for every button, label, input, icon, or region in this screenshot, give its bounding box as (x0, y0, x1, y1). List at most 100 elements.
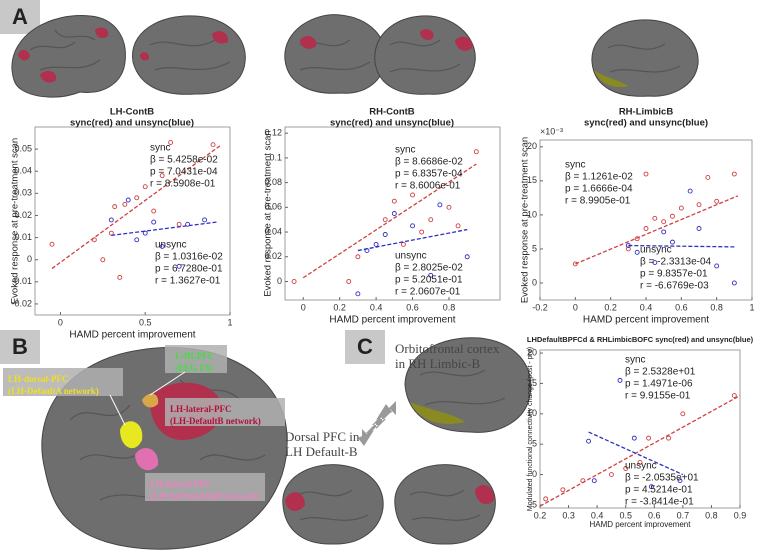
point (652, 215, 658, 221)
x-axis-label: HAMD percent improvement (329, 315, 455, 326)
chart-title: RH-ContB (369, 107, 415, 118)
point (446, 204, 452, 210)
point (634, 236, 640, 242)
point (714, 263, 720, 269)
point (112, 204, 118, 210)
point (625, 246, 631, 252)
point (670, 213, 675, 219)
annotation: sync (150, 143, 171, 154)
x-tick-label: 0.2 (333, 302, 346, 312)
point (108, 217, 114, 223)
panel-label: C (357, 334, 373, 359)
x-tick-label: 0.4 (591, 510, 604, 520)
panel-label: B (12, 334, 28, 359)
point (608, 472, 614, 478)
y-tick-label: 0.05 (14, 143, 32, 153)
point (176, 263, 182, 269)
point (142, 184, 148, 190)
chart-title: RH-LimbicB (619, 107, 674, 118)
point (400, 241, 406, 247)
chart-subtitle: sync(red) and unsync(blue) (584, 118, 708, 129)
point (666, 435, 672, 441)
point (202, 217, 208, 223)
chart-title: LH-ContB (110, 107, 154, 118)
point (455, 223, 461, 229)
x-tick-label: 0.9 (734, 510, 747, 520)
brain-image (374, 15, 476, 95)
y-tick-label: -0.02 (11, 298, 32, 308)
annotation: r = 8.9905e-01 (565, 196, 631, 207)
point (696, 226, 702, 231)
x-tick-label: -0.2 (532, 302, 548, 312)
point (185, 221, 191, 227)
x-tick-label: 0.6 (406, 302, 419, 312)
brain-image (591, 19, 699, 97)
annotation: r = -6.6769e-03 (640, 281, 709, 292)
y-tick-label: 5 (532, 243, 537, 253)
label-box (3, 368, 123, 396)
label-box (165, 398, 285, 426)
brain-image (404, 337, 532, 433)
point (382, 232, 388, 237)
fit-line (51, 144, 222, 270)
annotation: r = 8.5908e-01 (150, 179, 216, 190)
brain-label: Orbitofrontal cortex in RH Limbic-B (395, 341, 500, 371)
brain-image (394, 464, 496, 545)
y-axis-label: Evoked response at pre-treatment scan (520, 137, 531, 303)
brain-image (282, 464, 384, 545)
point (117, 274, 123, 280)
point (464, 254, 470, 260)
point (391, 198, 397, 204)
point (91, 237, 97, 243)
point (428, 272, 434, 278)
x-tick-label: 0.6 (648, 510, 661, 520)
point (364, 248, 370, 254)
point (346, 279, 352, 284)
y-axis-label: Modulated functional connectivity change… (527, 347, 534, 511)
y-tick-label: 20 (527, 141, 537, 151)
y-tick-label: 0.06 (264, 202, 282, 212)
point (643, 171, 649, 177)
annotation: p = 6.7280e-01 (155, 264, 223, 275)
x-tick-label: 0.8 (705, 510, 718, 520)
y-tick-label: 0.02 (14, 210, 32, 220)
fit-line (575, 195, 739, 265)
x-tick-label: 0.7 (677, 510, 690, 520)
arrow (358, 404, 392, 446)
point (617, 377, 623, 383)
point (291, 279, 297, 284)
panel-label: A (12, 4, 28, 29)
point (419, 229, 425, 235)
annotation: r = 2.0607e-01 (395, 287, 461, 298)
x-tick-label: 0.3 (562, 510, 575, 520)
axis-multiplier: ×10⁻³ (540, 126, 563, 136)
annotation: p = 9.8357e-01 (640, 269, 708, 280)
point (100, 257, 106, 263)
fit-line (539, 395, 741, 507)
y-tick-label: 0.1 (269, 152, 282, 162)
annotation: β = 2.5328e+01 (625, 367, 696, 378)
point (410, 192, 415, 198)
y-tick-label: 0.04 (264, 226, 282, 236)
annotation: β = 1.0316e-02 (155, 252, 223, 263)
y-tick-label: 0 (532, 469, 537, 479)
label-box (165, 345, 227, 373)
y-tick-label: 5 (532, 439, 537, 449)
x-tick-label: 0.5 (619, 510, 632, 520)
x-tick-label: 0.6 (675, 302, 688, 312)
y-tick-label: 0.08 (264, 177, 282, 187)
y-tick-label: 0 (27, 254, 32, 264)
x-tick-label: 0 (58, 317, 63, 327)
x-tick-label: 0.5 (139, 317, 152, 327)
point (677, 478, 683, 484)
x-axis-label: HAMD percent improvement (590, 520, 692, 529)
y-tick-label: 10 (527, 209, 537, 219)
point (591, 478, 597, 484)
y-tick-label: 15 (527, 175, 537, 185)
annotation: β = 5.4258e-02 (150, 155, 218, 166)
point (678, 205, 684, 211)
fit-line (302, 163, 477, 279)
point (122, 201, 128, 207)
annotation: p = 7.0431e-04 (150, 167, 218, 178)
x-tick-label: 0.2 (534, 510, 547, 520)
